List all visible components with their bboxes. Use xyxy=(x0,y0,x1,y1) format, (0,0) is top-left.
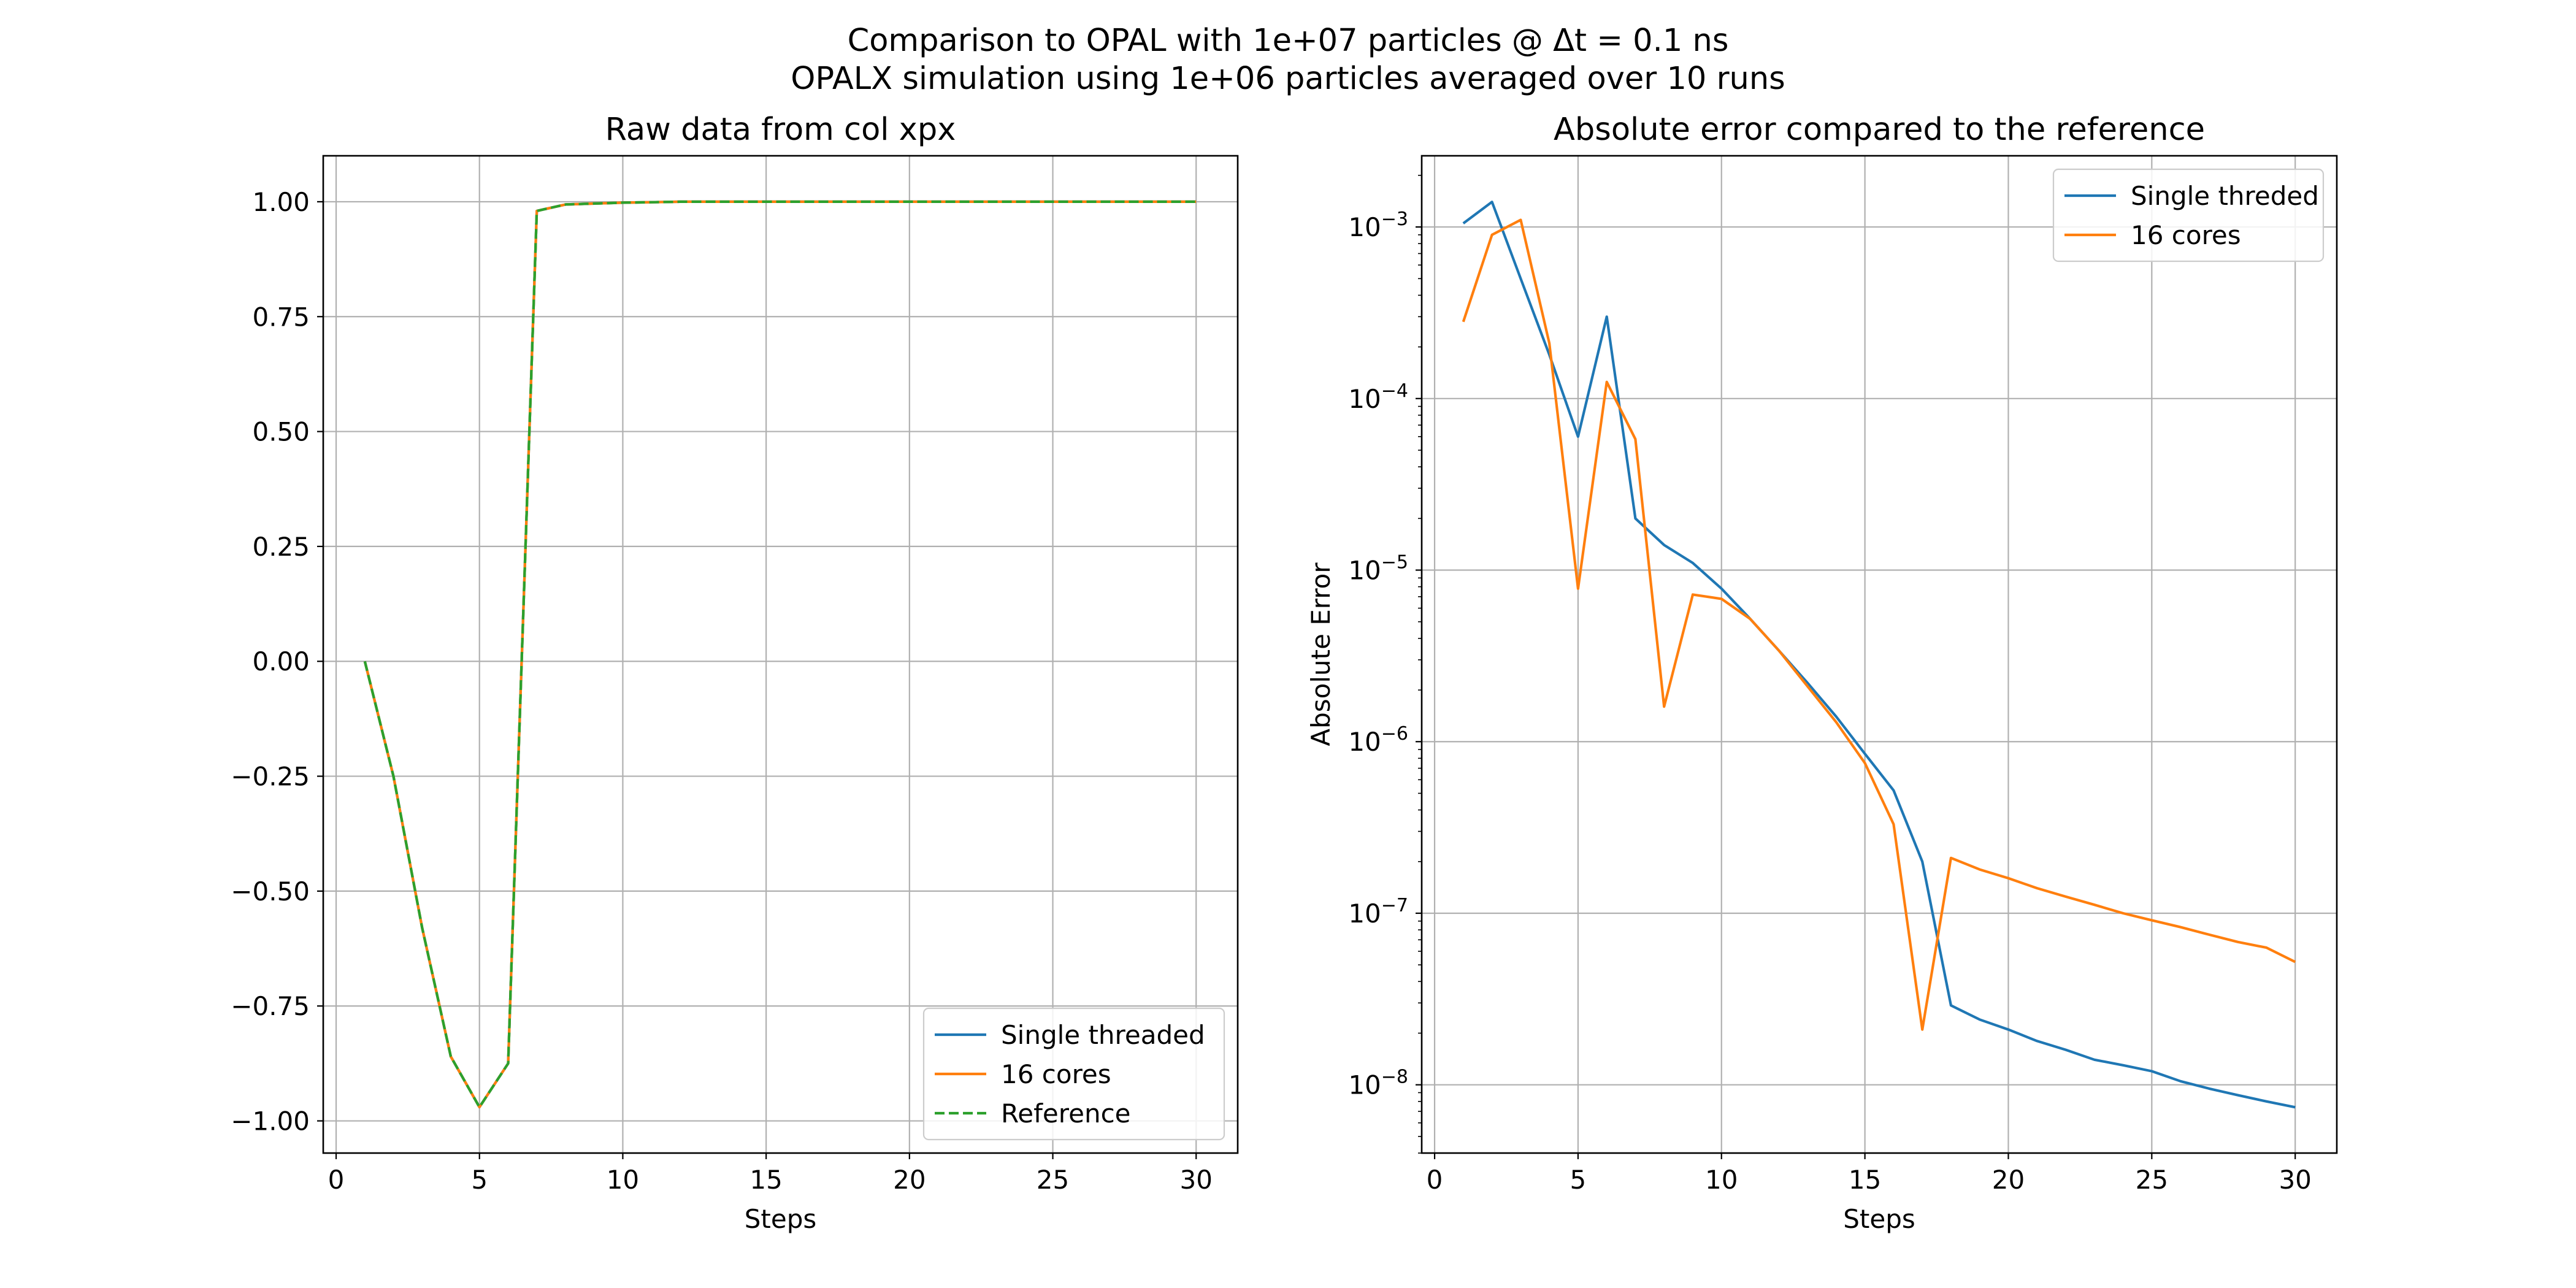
legend-label: 16 cores xyxy=(1001,1059,1111,1089)
y-tick-label: −0.25 xyxy=(231,762,310,792)
x-tick-label: 30 xyxy=(2279,1165,2311,1195)
x-tick-label: 15 xyxy=(1849,1165,1881,1195)
legend-label: Single threded xyxy=(2131,181,2319,211)
y-tick-label: 10−7 xyxy=(1348,895,1408,929)
y-tick-label: 10−5 xyxy=(1348,552,1408,586)
legend-label: 16 cores xyxy=(2131,220,2241,250)
y-tick-label: 10−8 xyxy=(1348,1067,1408,1100)
y-tick-label: 10−3 xyxy=(1348,209,1408,242)
x-axis-label: Steps xyxy=(745,1204,817,1234)
legend: Single threded 16 cores xyxy=(2052,168,2325,263)
chart-title: Raw data from col xpx xyxy=(605,112,956,148)
y-tick-label: 10−6 xyxy=(1348,723,1408,757)
series-line-1 xyxy=(363,200,1197,1109)
x-tick-label: 25 xyxy=(1037,1165,1069,1195)
x-tick-label: 10 xyxy=(607,1165,639,1195)
x-tick-label: 5 xyxy=(1570,1165,1587,1195)
y-tick-label: 0.50 xyxy=(252,417,310,447)
x-tick-label: 10 xyxy=(1705,1165,1738,1195)
chart-2: 0 5 10 15 20 25 30 10−8 10−7 10−6 10−5 10−4 10−3 Abso… xyxy=(1306,112,2338,1234)
series-line-1 xyxy=(1462,201,2296,1109)
y-tick-label: −0.50 xyxy=(231,876,310,907)
y-tick-label: −0.75 xyxy=(231,991,310,1021)
legend-box xyxy=(922,1007,1225,1141)
y-tick-label: 0.00 xyxy=(252,646,310,677)
x-tick-label: 15 xyxy=(749,1165,782,1195)
y-tick-label: 10−4 xyxy=(1348,380,1408,414)
x-tick-label: 20 xyxy=(893,1165,926,1195)
legend: Single threaded 16 cores Reference xyxy=(922,1007,1225,1141)
x-tick-label: 30 xyxy=(1180,1165,1213,1195)
x-tick-label: 0 xyxy=(1427,1165,1443,1195)
axes-frame xyxy=(322,155,1239,1154)
y-tick-label: 1.00 xyxy=(252,187,310,217)
figure-title-line2: OPALX simulation using 1e+06 particles a… xyxy=(791,61,1785,97)
legend-label: Reference xyxy=(1001,1098,1131,1129)
axes-frame xyxy=(1420,155,2338,1154)
y-tick-label: −1.00 xyxy=(231,1106,310,1137)
y-tick-label: 0.75 xyxy=(252,302,310,332)
legend-label: Single threaded xyxy=(1001,1020,1205,1050)
x-tick-label: 25 xyxy=(2136,1165,2168,1195)
chart-1: 0 5 10 15 20 25 30 −1.00 −0.75 −0.50 −0.25 0.00 0.25… xyxy=(231,112,1239,1234)
x-tick-label: 20 xyxy=(1992,1165,2025,1195)
series-line-2 xyxy=(363,200,1197,1109)
chart-title: Absolute error compared to the reference xyxy=(1554,112,2205,148)
legend-box xyxy=(2052,168,2325,263)
x-tick-label: 0 xyxy=(328,1165,345,1195)
series-line-2 xyxy=(1462,218,2296,1031)
y-tick-label: 0.25 xyxy=(252,532,310,562)
figure-title-line1: Comparison to OPAL with 1e+07 particles … xyxy=(847,23,1729,59)
y-axis-label: Absolute Error xyxy=(1306,562,1336,746)
series-line-3 xyxy=(363,200,1197,1109)
x-tick-label: 5 xyxy=(471,1165,488,1195)
x-axis-label: Steps xyxy=(1843,1204,1915,1234)
